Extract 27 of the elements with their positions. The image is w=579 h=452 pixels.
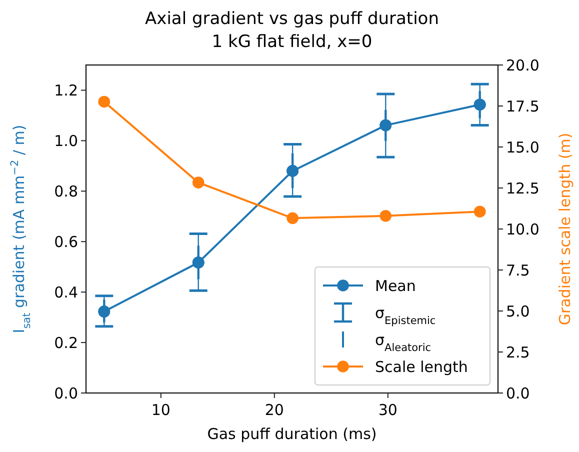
legend-label: Scale length — [375, 358, 468, 376]
y2-tick-label: 17.5 — [506, 97, 540, 116]
y2-tick-label: 15.0 — [506, 138, 540, 156]
y2-tick-label: 0.0 — [506, 384, 530, 402]
y2-tick-label: 7.5 — [506, 261, 530, 280]
y-tick-label: 0.0 — [54, 384, 78, 402]
y2-tick-label: 20.0 — [506, 56, 540, 74]
y2-tick-label: 2.5 — [506, 343, 530, 362]
y-tick-label: 0.8 — [54, 182, 78, 200]
y-tick-label: 0.6 — [54, 232, 78, 251]
y-tick-label: 1.2 — [54, 81, 78, 100]
x-tick-label: 20 — [264, 401, 284, 419]
chart-subtitle: 1 kG flat field, x=0 — [212, 32, 372, 52]
y2-axis-title: Gradient scale length (m) — [556, 132, 574, 326]
y-tick-label: 1.0 — [54, 132, 78, 150]
y2-tick-label: 12.5 — [506, 179, 540, 198]
x-axis-title: Gas puff duration (ms) — [207, 425, 377, 443]
chart-title: Axial gradient vs gas puff duration — [145, 9, 439, 29]
y2-tick-label: 10.0 — [506, 220, 540, 238]
x-tick-label: 10 — [151, 401, 170, 419]
y-tick-label: 0.2 — [54, 334, 78, 352]
x-tick-label: 30 — [378, 401, 398, 419]
legend-label: Mean — [375, 276, 416, 295]
legend-label: σ$_{Aleatoric}$ — [375, 330, 432, 354]
legend-label: σ$_{Epistemic}$ — [375, 304, 436, 327]
y-tick-label: 0.4 — [54, 283, 78, 302]
y2-tick-label: 5.0 — [506, 302, 530, 320]
